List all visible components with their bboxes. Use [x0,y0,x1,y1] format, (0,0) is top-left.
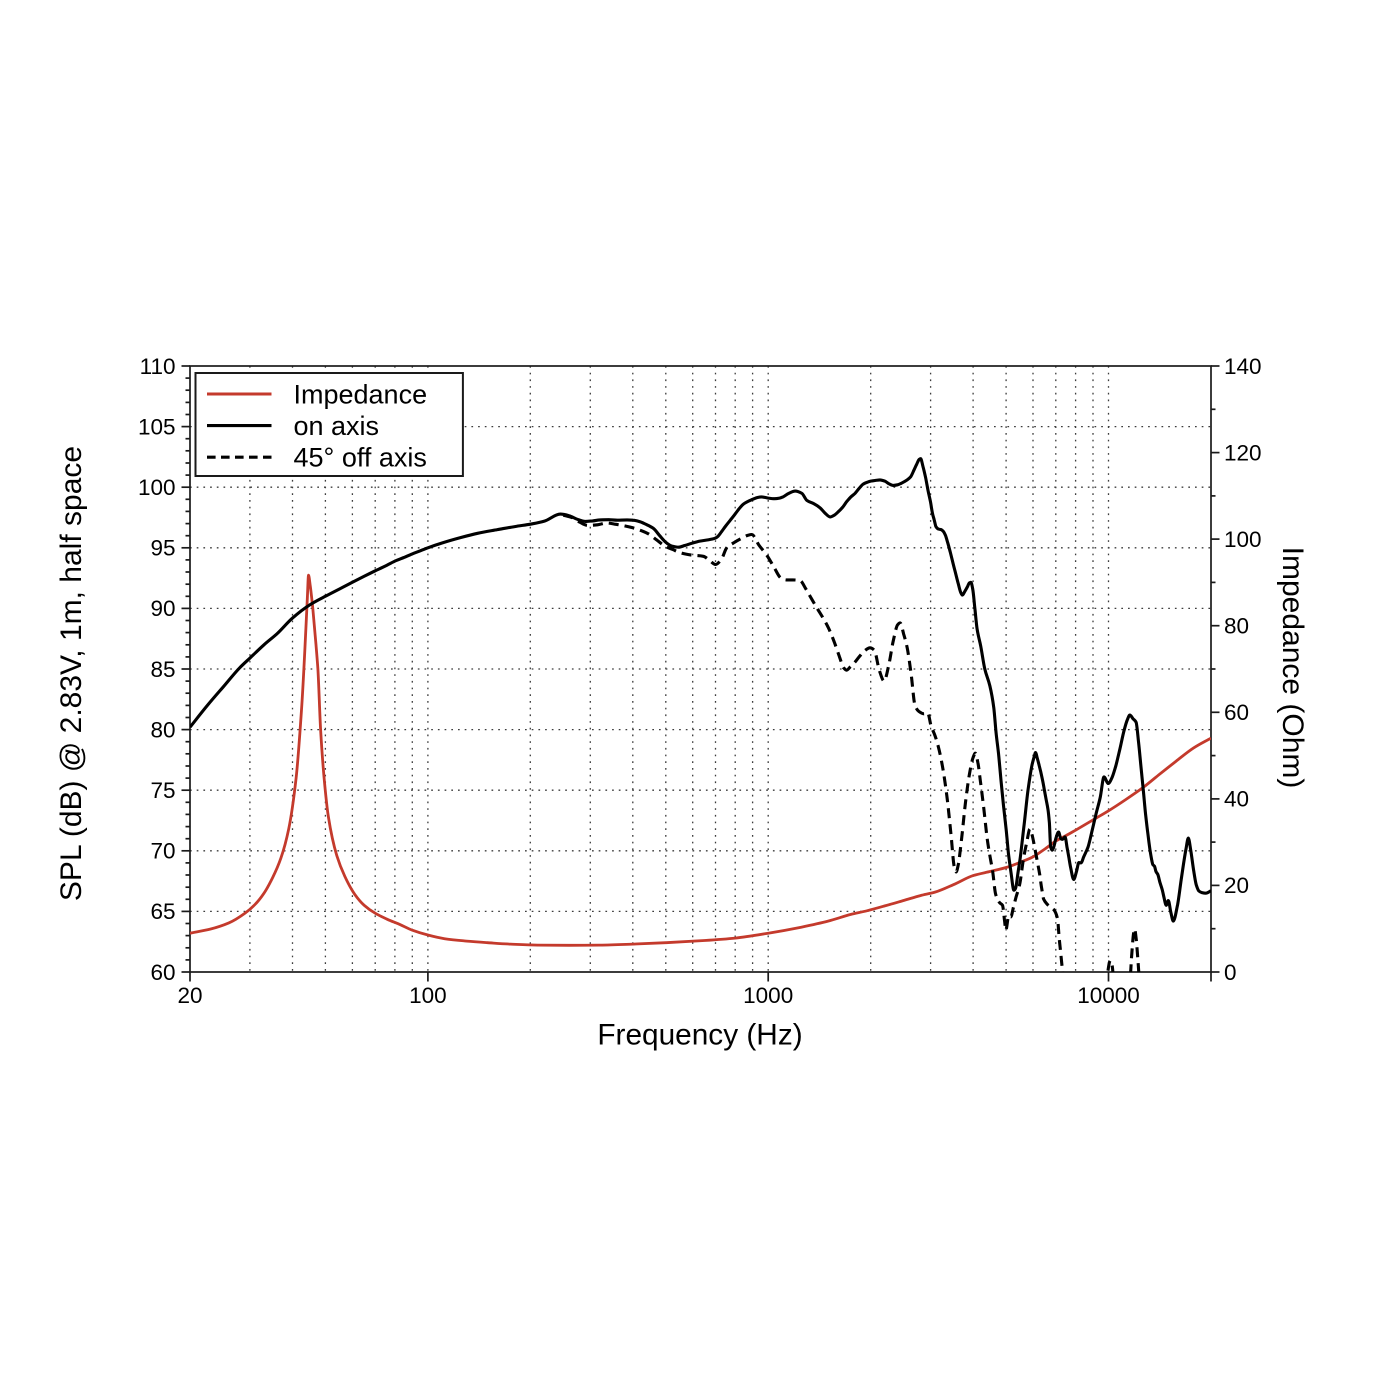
svg-text:140: 140 [1224,354,1262,379]
svg-text:0: 0 [1224,960,1237,985]
svg-text:120: 120 [1224,440,1262,465]
svg-text:110: 110 [140,354,176,379]
svg-text:100: 100 [138,475,176,500]
svg-text:95: 95 [150,536,175,561]
svg-text:20: 20 [1224,873,1249,898]
svg-text:Frequency (Hz): Frequency (Hz) [597,1019,802,1052]
svg-text:Impedance: Impedance [294,380,428,410]
svg-text:100: 100 [1224,527,1262,552]
svg-text:20: 20 [177,983,202,1008]
svg-text:80: 80 [1224,614,1249,639]
svg-text:SPL (dB) @ 2.83V, 1m, half spa: SPL (dB) @ 2.83V, 1m, half space [55,446,88,901]
svg-text:85: 85 [150,657,175,682]
svg-text:60: 60 [150,960,175,985]
svg-text:40: 40 [1224,787,1249,812]
svg-text:90: 90 [150,596,175,621]
svg-text:60: 60 [1224,700,1249,725]
svg-text:105: 105 [138,414,176,439]
svg-text:80: 80 [150,717,175,742]
svg-text:1000: 1000 [743,983,793,1008]
svg-text:on axis: on axis [294,411,380,441]
svg-text:10000: 10000 [1077,983,1140,1008]
svg-text:Impedance (Ohm): Impedance (Ohm) [1276,547,1309,789]
svg-text:100: 100 [409,983,447,1008]
svg-text:70: 70 [150,839,175,864]
svg-text:75: 75 [150,778,175,803]
svg-text:45° off axis: 45° off axis [294,443,427,473]
svg-text:65: 65 [150,899,175,924]
